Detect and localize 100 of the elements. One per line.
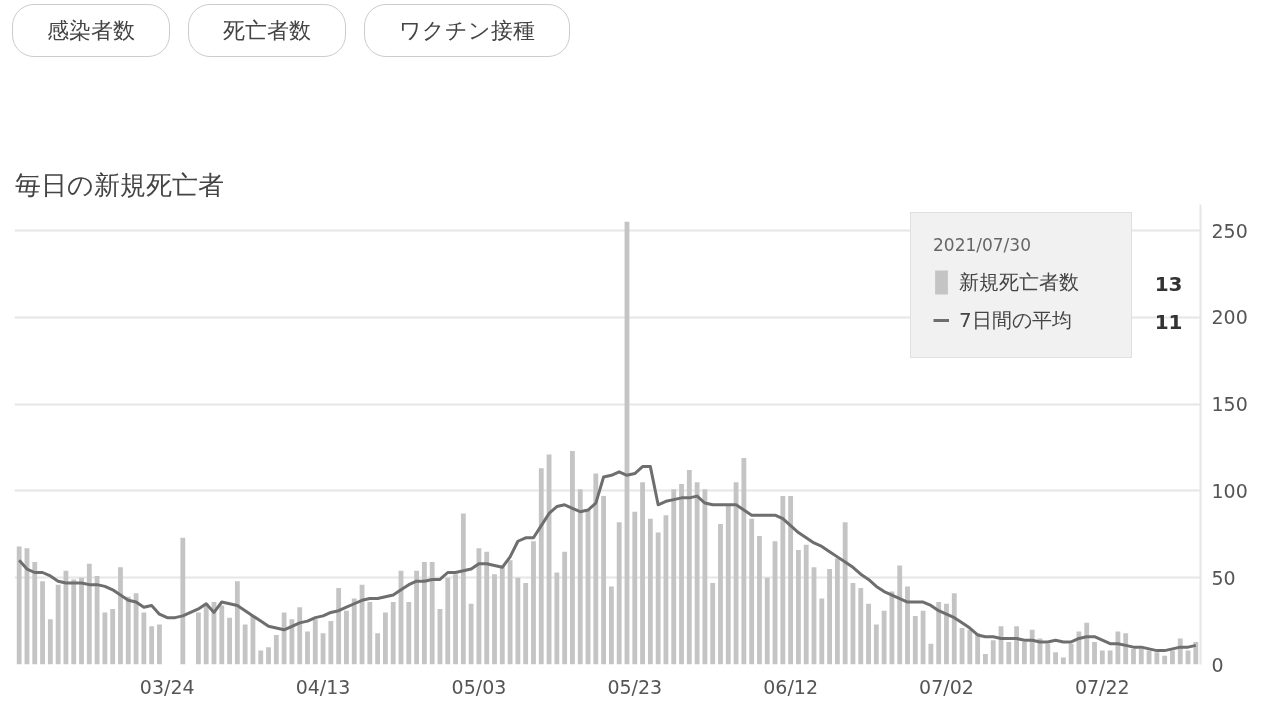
bar — [725, 504, 731, 665]
bar — [1014, 626, 1020, 665]
bar — [375, 633, 381, 665]
chart-title: 毎日の新規死亡者 — [14, 169, 224, 200]
bar — [710, 582, 716, 665]
bar — [819, 598, 825, 665]
y-tick-label: 50 — [1211, 566, 1236, 589]
bar — [757, 536, 762, 665]
bar — [1084, 622, 1090, 665]
x-tick-label: 07/22 — [1074, 675, 1130, 698]
bar — [523, 582, 529, 665]
legend-title: 2021/07/30 — [933, 235, 1032, 256]
bar — [975, 633, 981, 665]
bar — [484, 551, 490, 665]
line-series — [17, 465, 1198, 653]
bar — [499, 565, 505, 665]
bar — [180, 537, 186, 665]
bar — [702, 489, 708, 665]
text: 死亡者数 — [188, 4, 346, 58]
bar — [421, 562, 427, 665]
bar — [741, 457, 747, 665]
bar — [1107, 650, 1113, 665]
y-tick-label: 100 — [1211, 479, 1248, 502]
bar — [1154, 652, 1160, 665]
y-tick-label: 200 — [1211, 306, 1248, 329]
bar — [554, 572, 560, 665]
bar — [79, 577, 84, 665]
bar — [47, 619, 53, 665]
bar — [990, 640, 996, 665]
bar — [110, 608, 116, 665]
bar — [453, 574, 458, 665]
bar — [1045, 643, 1051, 665]
bar — [928, 643, 934, 665]
bar — [920, 610, 926, 665]
bar — [1053, 652, 1058, 665]
bar — [944, 603, 949, 665]
legend-label: 新規死亡者数 — [959, 268, 1080, 296]
bar — [608, 586, 614, 665]
bar — [694, 482, 700, 665]
bar — [445, 577, 451, 665]
bar — [601, 496, 607, 665]
x-tick-label: 05/03 — [451, 675, 507, 698]
bar — [531, 541, 536, 665]
bar — [344, 610, 349, 665]
x-tick-label: 04/13 — [295, 675, 351, 698]
bar — [383, 612, 388, 665]
bar — [905, 586, 910, 665]
bar — [203, 603, 209, 665]
bar — [671, 489, 677, 665]
y-tick-label: 0 — [1211, 653, 1224, 676]
bar — [406, 602, 412, 665]
bar — [881, 610, 887, 665]
x-tick-label: 06/12 — [763, 675, 819, 698]
bar — [429, 562, 435, 665]
bar — [71, 579, 77, 665]
bar — [577, 489, 583, 665]
bar — [1193, 641, 1199, 665]
bar — [273, 634, 279, 665]
bar — [1099, 650, 1105, 665]
bar — [157, 624, 162, 665]
bar — [125, 596, 131, 665]
bar — [764, 577, 770, 665]
bar — [289, 619, 295, 665]
bar — [1138, 648, 1144, 665]
bar — [1068, 643, 1074, 665]
x-tick-label: 03/24 — [139, 675, 195, 698]
bar — [679, 483, 684, 665]
bar — [258, 650, 264, 665]
bar — [16, 546, 22, 665]
bar — [686, 470, 692, 665]
bar — [780, 496, 786, 665]
x-tick-label: 07/02 — [919, 675, 974, 698]
bar — [788, 496, 794, 665]
bar — [827, 569, 832, 665]
bar — [749, 518, 755, 665]
bar — [1162, 655, 1168, 665]
bar — [1115, 631, 1121, 665]
bar — [655, 532, 661, 665]
bar — [195, 612, 201, 665]
bar — [86, 563, 92, 665]
bar — [983, 654, 988, 665]
bar — [414, 570, 419, 665]
bar — [834, 558, 840, 665]
bar — [55, 584, 61, 665]
bar — [1029, 629, 1035, 665]
x-tick-label: 05/23 — [607, 675, 663, 698]
bar — [312, 619, 318, 665]
bar — [967, 629, 973, 665]
bar — [718, 523, 723, 665]
bar — [632, 511, 638, 665]
bar — [219, 605, 225, 665]
bar — [897, 565, 903, 665]
bar — [305, 631, 310, 665]
bar — [1092, 641, 1097, 665]
annotation: 11 — [1154, 309, 1183, 334]
y-tick-label: 150 — [1211, 393, 1248, 416]
bar — [647, 518, 653, 665]
bar — [281, 612, 287, 665]
bar — [951, 593, 957, 665]
bar — [803, 544, 809, 665]
